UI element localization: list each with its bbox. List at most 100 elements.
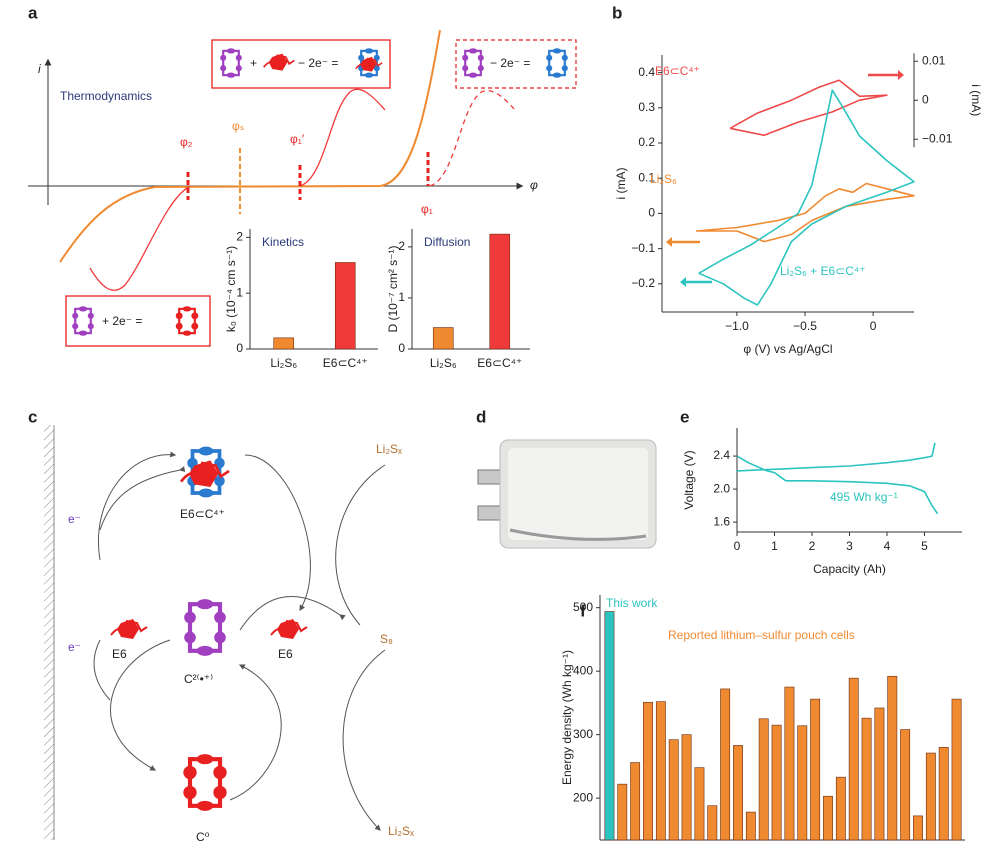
y2-tick-label: 0 <box>922 92 929 106</box>
x-tick-label: −0.5 <box>793 319 817 333</box>
equation: + 2e⁻ = <box>102 314 142 328</box>
panel-label: f <box>580 601 586 620</box>
bar <box>630 762 641 841</box>
y-tick-label: 1 <box>398 290 405 304</box>
y-tick-label: 0.2 <box>638 135 655 149</box>
x-tick-label: 5 <box>921 539 928 553</box>
x-tick-label: 0 <box>870 319 877 333</box>
y-tick-label: 300 <box>573 727 593 741</box>
bar <box>273 337 295 350</box>
axis-arrow-head <box>666 237 672 247</box>
x-tick-label: E6⊂C⁴⁺ <box>323 356 368 370</box>
y-tick-label: −0.1 <box>631 241 655 255</box>
y2-axis-label: i (mA) <box>969 84 983 116</box>
bar <box>771 724 782 841</box>
bar <box>823 795 833 841</box>
bar <box>784 686 795 841</box>
y-tick-label: 0.4 <box>638 65 655 79</box>
x-tick-label: 3 <box>846 539 853 553</box>
bar <box>733 745 743 841</box>
y2-tick-label: 0.01 <box>922 53 946 67</box>
bar <box>874 707 885 841</box>
x-axis-label: φ (V) vs Ag/AgCl <box>743 342 832 356</box>
bar <box>668 739 679 841</box>
x-tick-label: Li₂S₆ <box>430 356 457 370</box>
panel-label: c <box>28 407 37 426</box>
y-tick-label: 0 <box>648 206 655 220</box>
title: Thermodynamics <box>60 89 152 103</box>
schematic-a: i φ Thermodynamics φ₂ φₛ φ₁′ φ₁ + − 2e⁻ … <box>28 29 577 347</box>
series-line <box>736 442 936 472</box>
bar <box>617 783 628 841</box>
equation: − 2e⁻ = <box>298 56 338 70</box>
bar <box>938 747 949 841</box>
y-axis-label: Voltage (V) <box>682 450 696 509</box>
x-tick-label: Li₂S₆ <box>270 356 297 370</box>
y-axis-label: k₀ (10⁻⁴ cm s⁻¹) <box>224 246 238 332</box>
species-label: E6 <box>112 647 127 661</box>
y-tick-label: 500 <box>573 600 593 614</box>
y-tick-label: 2 <box>236 230 243 244</box>
y-tick-label: 0.3 <box>638 100 655 114</box>
series-line <box>696 182 915 243</box>
bar <box>432 327 454 350</box>
y2-tick-label: −0.01 <box>922 131 953 145</box>
bar <box>797 725 808 841</box>
x-tick-label: −1.0 <box>725 319 749 333</box>
species-label: C⁰ <box>196 830 210 844</box>
species-label: C²⁽•⁺⁾ <box>184 672 213 686</box>
bar <box>681 734 692 841</box>
potential-label: φ₁′ <box>290 132 305 146</box>
bar <box>643 701 653 841</box>
y-tick-label: 0 <box>236 341 243 355</box>
panel-label: b <box>612 3 622 22</box>
electron-label: e⁻ <box>68 512 81 526</box>
annotation: Reported lithium–sulfur pouch cells <box>668 628 855 642</box>
panel-label: a <box>28 3 38 22</box>
series-line <box>736 455 939 515</box>
species-label: S₈ <box>380 632 393 646</box>
potential-label: φ₁ <box>421 202 433 216</box>
axis-label: i <box>38 62 41 76</box>
species-label: E6⊂C⁴⁺ <box>180 507 225 521</box>
species-label: E6 <box>278 647 293 661</box>
annotation: 495 Wh kg⁻¹ <box>830 490 898 504</box>
y-tick-label: 2.4 <box>713 448 730 462</box>
bar <box>951 698 962 841</box>
x-tick-label: E6⊂C⁴⁺ <box>477 356 522 370</box>
y-axis-label: i (mA) <box>614 168 628 200</box>
bar <box>334 262 356 350</box>
species-label: Li₂Sₓ <box>388 824 414 838</box>
bar <box>694 767 705 841</box>
x-tick-label: 2 <box>809 539 816 553</box>
bar <box>925 752 936 841</box>
axis-arrow-head <box>680 277 686 287</box>
bar <box>913 815 923 841</box>
y-tick-label: 1.6 <box>713 514 730 528</box>
series-line <box>698 89 915 306</box>
bar <box>707 805 718 841</box>
axis-arrow-head <box>898 70 904 80</box>
bar <box>655 701 666 841</box>
y-tick-label: 0.1 <box>638 170 655 184</box>
bar <box>861 717 872 841</box>
species-label: Li₂Sₓ <box>376 442 402 456</box>
bar <box>887 675 898 841</box>
potential-label: φₛ <box>232 119 244 133</box>
equation: − 2e⁻ = <box>490 56 530 70</box>
pouch-cell-photo <box>477 439 657 549</box>
series-label: E6⊂C⁴⁺ <box>655 64 700 78</box>
annotation: This work <box>606 596 658 610</box>
y-tick-label: 2.0 <box>713 481 730 495</box>
y-axis-label: Energy density (Wh kg⁻¹) <box>560 650 574 785</box>
series-label: Li₂S₆ <box>650 172 677 186</box>
panel-label: d <box>476 407 486 426</box>
series-line <box>729 79 888 137</box>
y-tick-label: 0 <box>398 341 405 355</box>
potential-label: φ₂ <box>180 135 193 149</box>
bar <box>900 729 911 841</box>
bar <box>489 233 511 350</box>
panel-label: e <box>680 407 689 426</box>
bar <box>758 718 769 841</box>
